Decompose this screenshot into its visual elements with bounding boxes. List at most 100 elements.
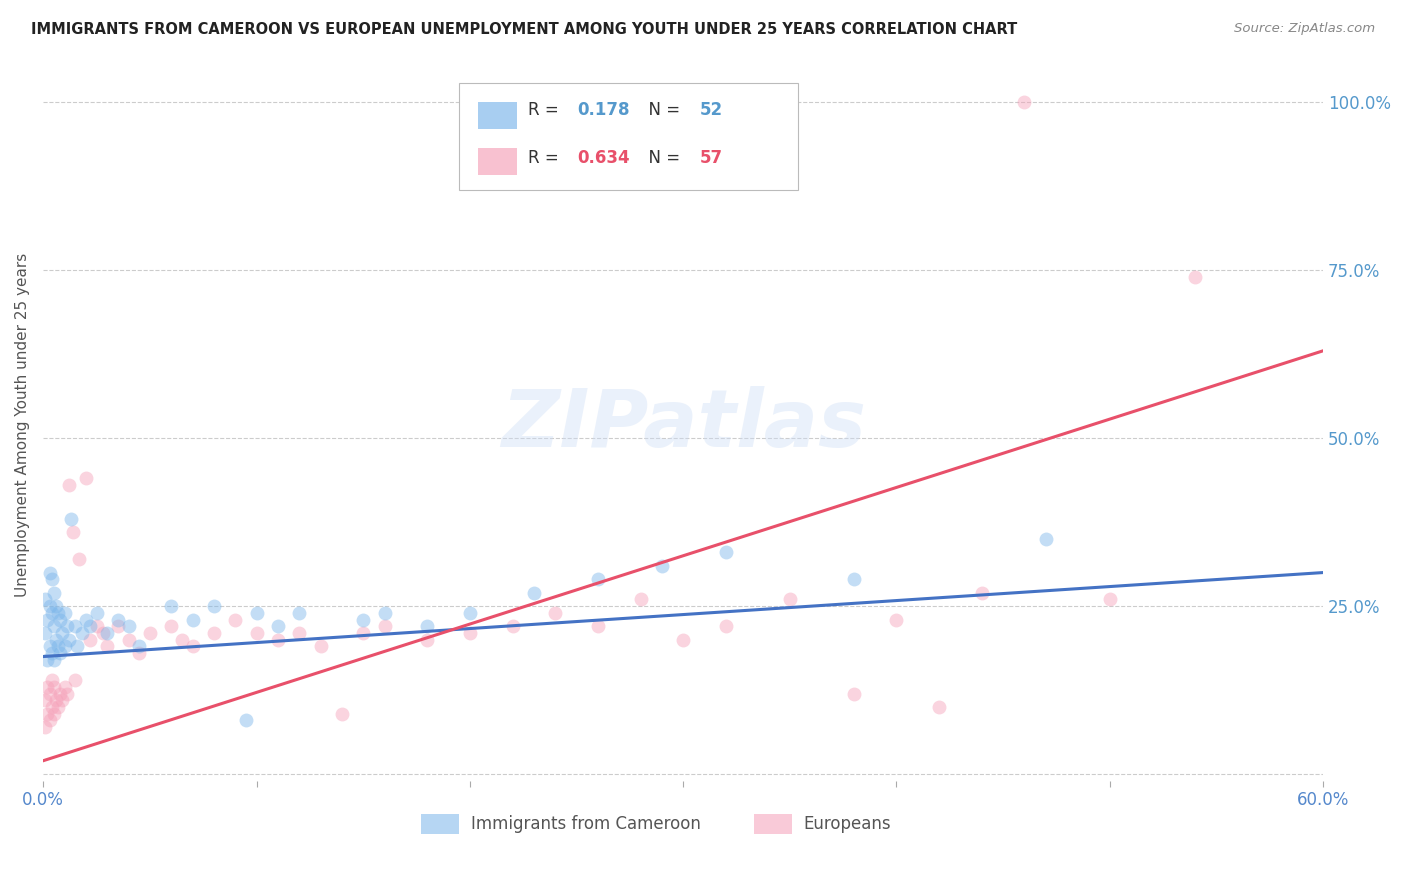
Point bbox=[288, 626, 311, 640]
Point bbox=[53, 680, 76, 694]
Point bbox=[160, 619, 183, 633]
Point bbox=[49, 646, 72, 660]
Point bbox=[55, 619, 77, 633]
Point bbox=[779, 592, 801, 607]
Point bbox=[128, 640, 150, 654]
Point bbox=[630, 592, 652, 607]
Point bbox=[86, 619, 108, 633]
Text: R =: R = bbox=[529, 149, 564, 167]
Point bbox=[38, 686, 60, 700]
Point bbox=[49, 686, 72, 700]
Point bbox=[970, 585, 993, 599]
Point bbox=[63, 673, 86, 687]
Point bbox=[37, 653, 59, 667]
Point bbox=[416, 632, 439, 647]
Point bbox=[42, 619, 65, 633]
Point bbox=[117, 632, 139, 647]
Point bbox=[544, 606, 567, 620]
Point bbox=[1035, 532, 1057, 546]
Point bbox=[41, 646, 63, 660]
Point bbox=[69, 552, 91, 566]
Y-axis label: Unemployment Among Youth under 25 years: Unemployment Among Youth under 25 years bbox=[15, 252, 30, 597]
Point bbox=[267, 619, 290, 633]
Text: 57: 57 bbox=[700, 149, 723, 167]
Point bbox=[37, 680, 59, 694]
Point bbox=[714, 619, 737, 633]
Point bbox=[37, 613, 59, 627]
Point bbox=[170, 632, 193, 647]
Point bbox=[59, 512, 82, 526]
Text: N =: N = bbox=[638, 149, 686, 167]
Point bbox=[34, 720, 56, 734]
Text: 52: 52 bbox=[700, 101, 723, 119]
Point bbox=[42, 653, 65, 667]
Point bbox=[58, 632, 80, 647]
Point bbox=[416, 619, 439, 633]
Point bbox=[373, 606, 395, 620]
Point bbox=[51, 626, 73, 640]
Point bbox=[886, 613, 908, 627]
Point bbox=[42, 680, 65, 694]
Point bbox=[41, 572, 63, 586]
Text: 0.178: 0.178 bbox=[576, 101, 630, 119]
FancyBboxPatch shape bbox=[460, 83, 799, 190]
Point bbox=[53, 640, 76, 654]
Point bbox=[202, 599, 225, 614]
Point bbox=[79, 619, 101, 633]
Point bbox=[160, 599, 183, 614]
Text: ZIPatlas: ZIPatlas bbox=[501, 385, 866, 464]
Point bbox=[49, 613, 72, 627]
Point bbox=[58, 478, 80, 492]
Point bbox=[42, 585, 65, 599]
Point bbox=[267, 632, 290, 647]
Point bbox=[181, 640, 204, 654]
FancyBboxPatch shape bbox=[754, 814, 792, 834]
Text: IMMIGRANTS FROM CAMEROON VS EUROPEAN UNEMPLOYMENT AMONG YOUTH UNDER 25 YEARS COR: IMMIGRANTS FROM CAMEROON VS EUROPEAN UNE… bbox=[31, 22, 1017, 37]
Point bbox=[202, 626, 225, 640]
Point bbox=[41, 700, 63, 714]
Point bbox=[91, 626, 114, 640]
Point bbox=[70, 626, 93, 640]
Point bbox=[62, 525, 84, 540]
Point bbox=[330, 706, 353, 721]
Point bbox=[352, 613, 374, 627]
Point bbox=[46, 606, 69, 620]
Point bbox=[42, 706, 65, 721]
Point bbox=[45, 693, 67, 707]
FancyBboxPatch shape bbox=[478, 102, 517, 129]
Point bbox=[245, 626, 267, 640]
Text: Source: ZipAtlas.com: Source: ZipAtlas.com bbox=[1234, 22, 1375, 36]
Point bbox=[63, 619, 86, 633]
Point bbox=[181, 613, 204, 627]
Point bbox=[107, 619, 129, 633]
Point bbox=[34, 693, 56, 707]
Point bbox=[1014, 95, 1036, 109]
Point bbox=[46, 700, 69, 714]
Point bbox=[34, 592, 56, 607]
Point bbox=[37, 706, 59, 721]
Text: Immigrants from Cameroon: Immigrants from Cameroon bbox=[471, 814, 700, 832]
Point bbox=[96, 626, 118, 640]
Point bbox=[117, 619, 139, 633]
Point bbox=[55, 686, 77, 700]
Point bbox=[86, 606, 108, 620]
Point bbox=[842, 572, 865, 586]
Point bbox=[41, 606, 63, 620]
Text: Europeans: Europeans bbox=[803, 814, 891, 832]
Point bbox=[75, 613, 97, 627]
Point bbox=[128, 646, 150, 660]
Point bbox=[523, 585, 546, 599]
Point bbox=[38, 599, 60, 614]
Point bbox=[502, 619, 524, 633]
Point bbox=[38, 566, 60, 580]
Point bbox=[38, 640, 60, 654]
FancyBboxPatch shape bbox=[478, 148, 517, 176]
Point bbox=[288, 606, 311, 620]
Point bbox=[1184, 269, 1206, 284]
Text: N =: N = bbox=[638, 101, 686, 119]
Text: R =: R = bbox=[529, 101, 564, 119]
Point bbox=[46, 640, 69, 654]
Point bbox=[51, 693, 73, 707]
Point bbox=[41, 673, 63, 687]
FancyBboxPatch shape bbox=[420, 814, 460, 834]
